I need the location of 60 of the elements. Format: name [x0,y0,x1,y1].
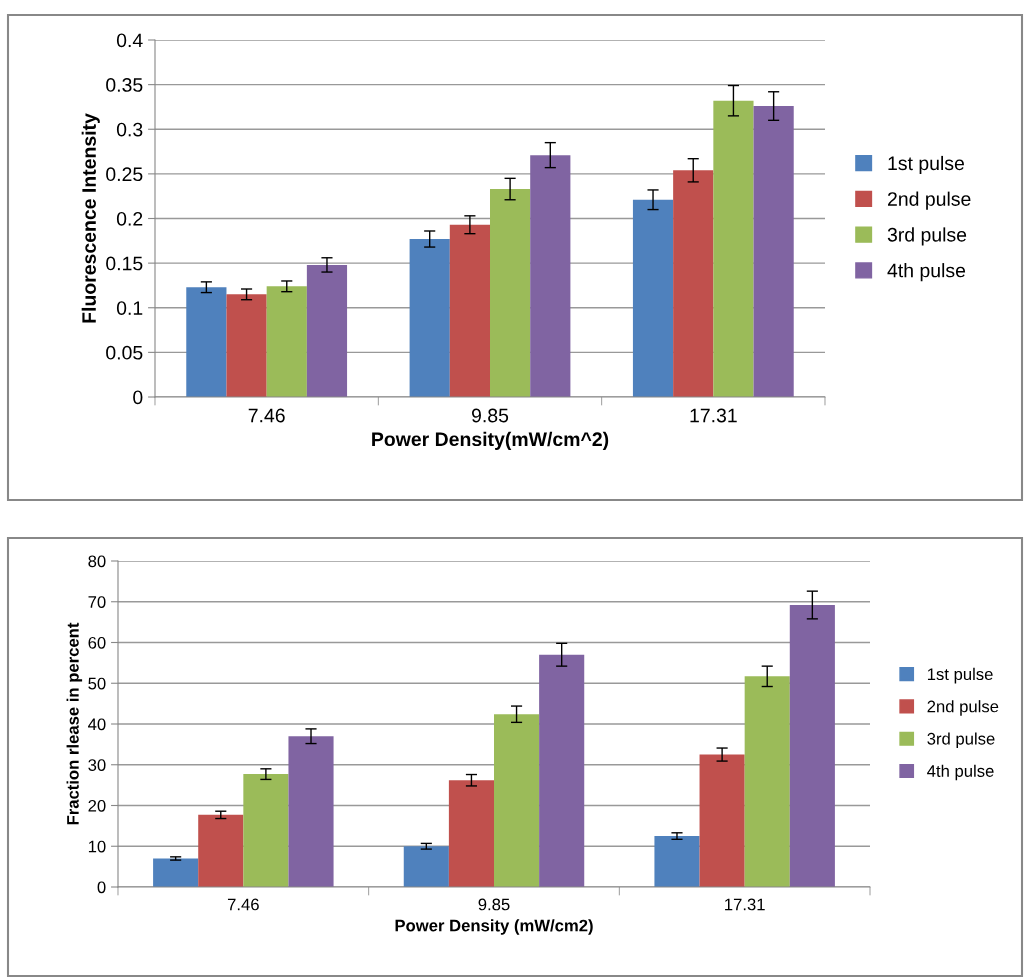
legend-label: 4th pulse [887,263,966,282]
y-tick-label: 40 [88,718,106,731]
legend-label: 1st pulse [888,155,964,175]
y-tick-label: 0 [133,390,143,405]
bar [198,814,244,887]
y-tick-label: 0.1 [116,301,143,315]
y-axis-title: Fluorescence Intensity [81,113,100,323]
y-tick-label: 70 [88,596,106,608]
bar [306,264,348,397]
y-tick-label: 0.3 [116,122,143,137]
bar [449,224,490,397]
bar [448,780,494,887]
x-tick-label: 17.31 [725,898,765,911]
x-tick-label: 9.85 [471,408,509,423]
bar [530,155,571,397]
bar [186,287,227,397]
x-axis-title: Power Density (mW/cm2) [395,919,593,935]
legend-label: 4th pulse [927,764,994,781]
y-tick-label: 0.25 [106,167,143,182]
bar [226,294,267,397]
y-tick-label: 10 [88,840,106,853]
y-tick-label: 60 [88,636,106,649]
bar [654,836,700,887]
bar [288,736,334,887]
legend-label: 2nd pulse [887,191,971,210]
y-tick-label: 0.15 [106,256,143,271]
bar [673,170,714,397]
x-tick-label: 7.46 [227,898,259,911]
bar [789,605,835,887]
bar [409,239,450,397]
x-tick-label: 17.31 [690,408,737,423]
y-tick-label: 0.05 [106,345,143,360]
bar [699,754,745,887]
bar [243,774,289,887]
x-tick-label: 7.46 [248,408,285,423]
legend-label: 2nd pulse [927,700,999,716]
y-tick-label: 0.35 [106,78,143,92]
y-tick-label: 20 [88,799,106,812]
bar [266,286,307,397]
bar [753,106,794,397]
legend-label: 3rd pulse [887,227,967,246]
bar [744,676,790,887]
bar [539,654,585,887]
bar [632,199,674,397]
x-axis-title: Power Density(mW/cm^2) [372,431,609,450]
legend-label: 3rd pulse [927,732,995,748]
bar [153,858,199,887]
bar [494,714,540,887]
y-tick-label: 50 [88,677,106,690]
y-tick-label: 80 [88,555,106,568]
legend-label: 1st pulse [927,667,993,684]
y-tick-label: 0.2 [116,211,143,226]
bar [713,100,754,397]
y-axis-title: Fraction rlease in percent [66,622,83,825]
y-tick-label: 30 [88,759,106,771]
bar [403,846,449,887]
x-tick-label: 9.85 [478,898,510,911]
y-tick-label: 0.4 [116,33,143,48]
y-tick-label: 0 [97,881,106,894]
bar [490,189,531,397]
